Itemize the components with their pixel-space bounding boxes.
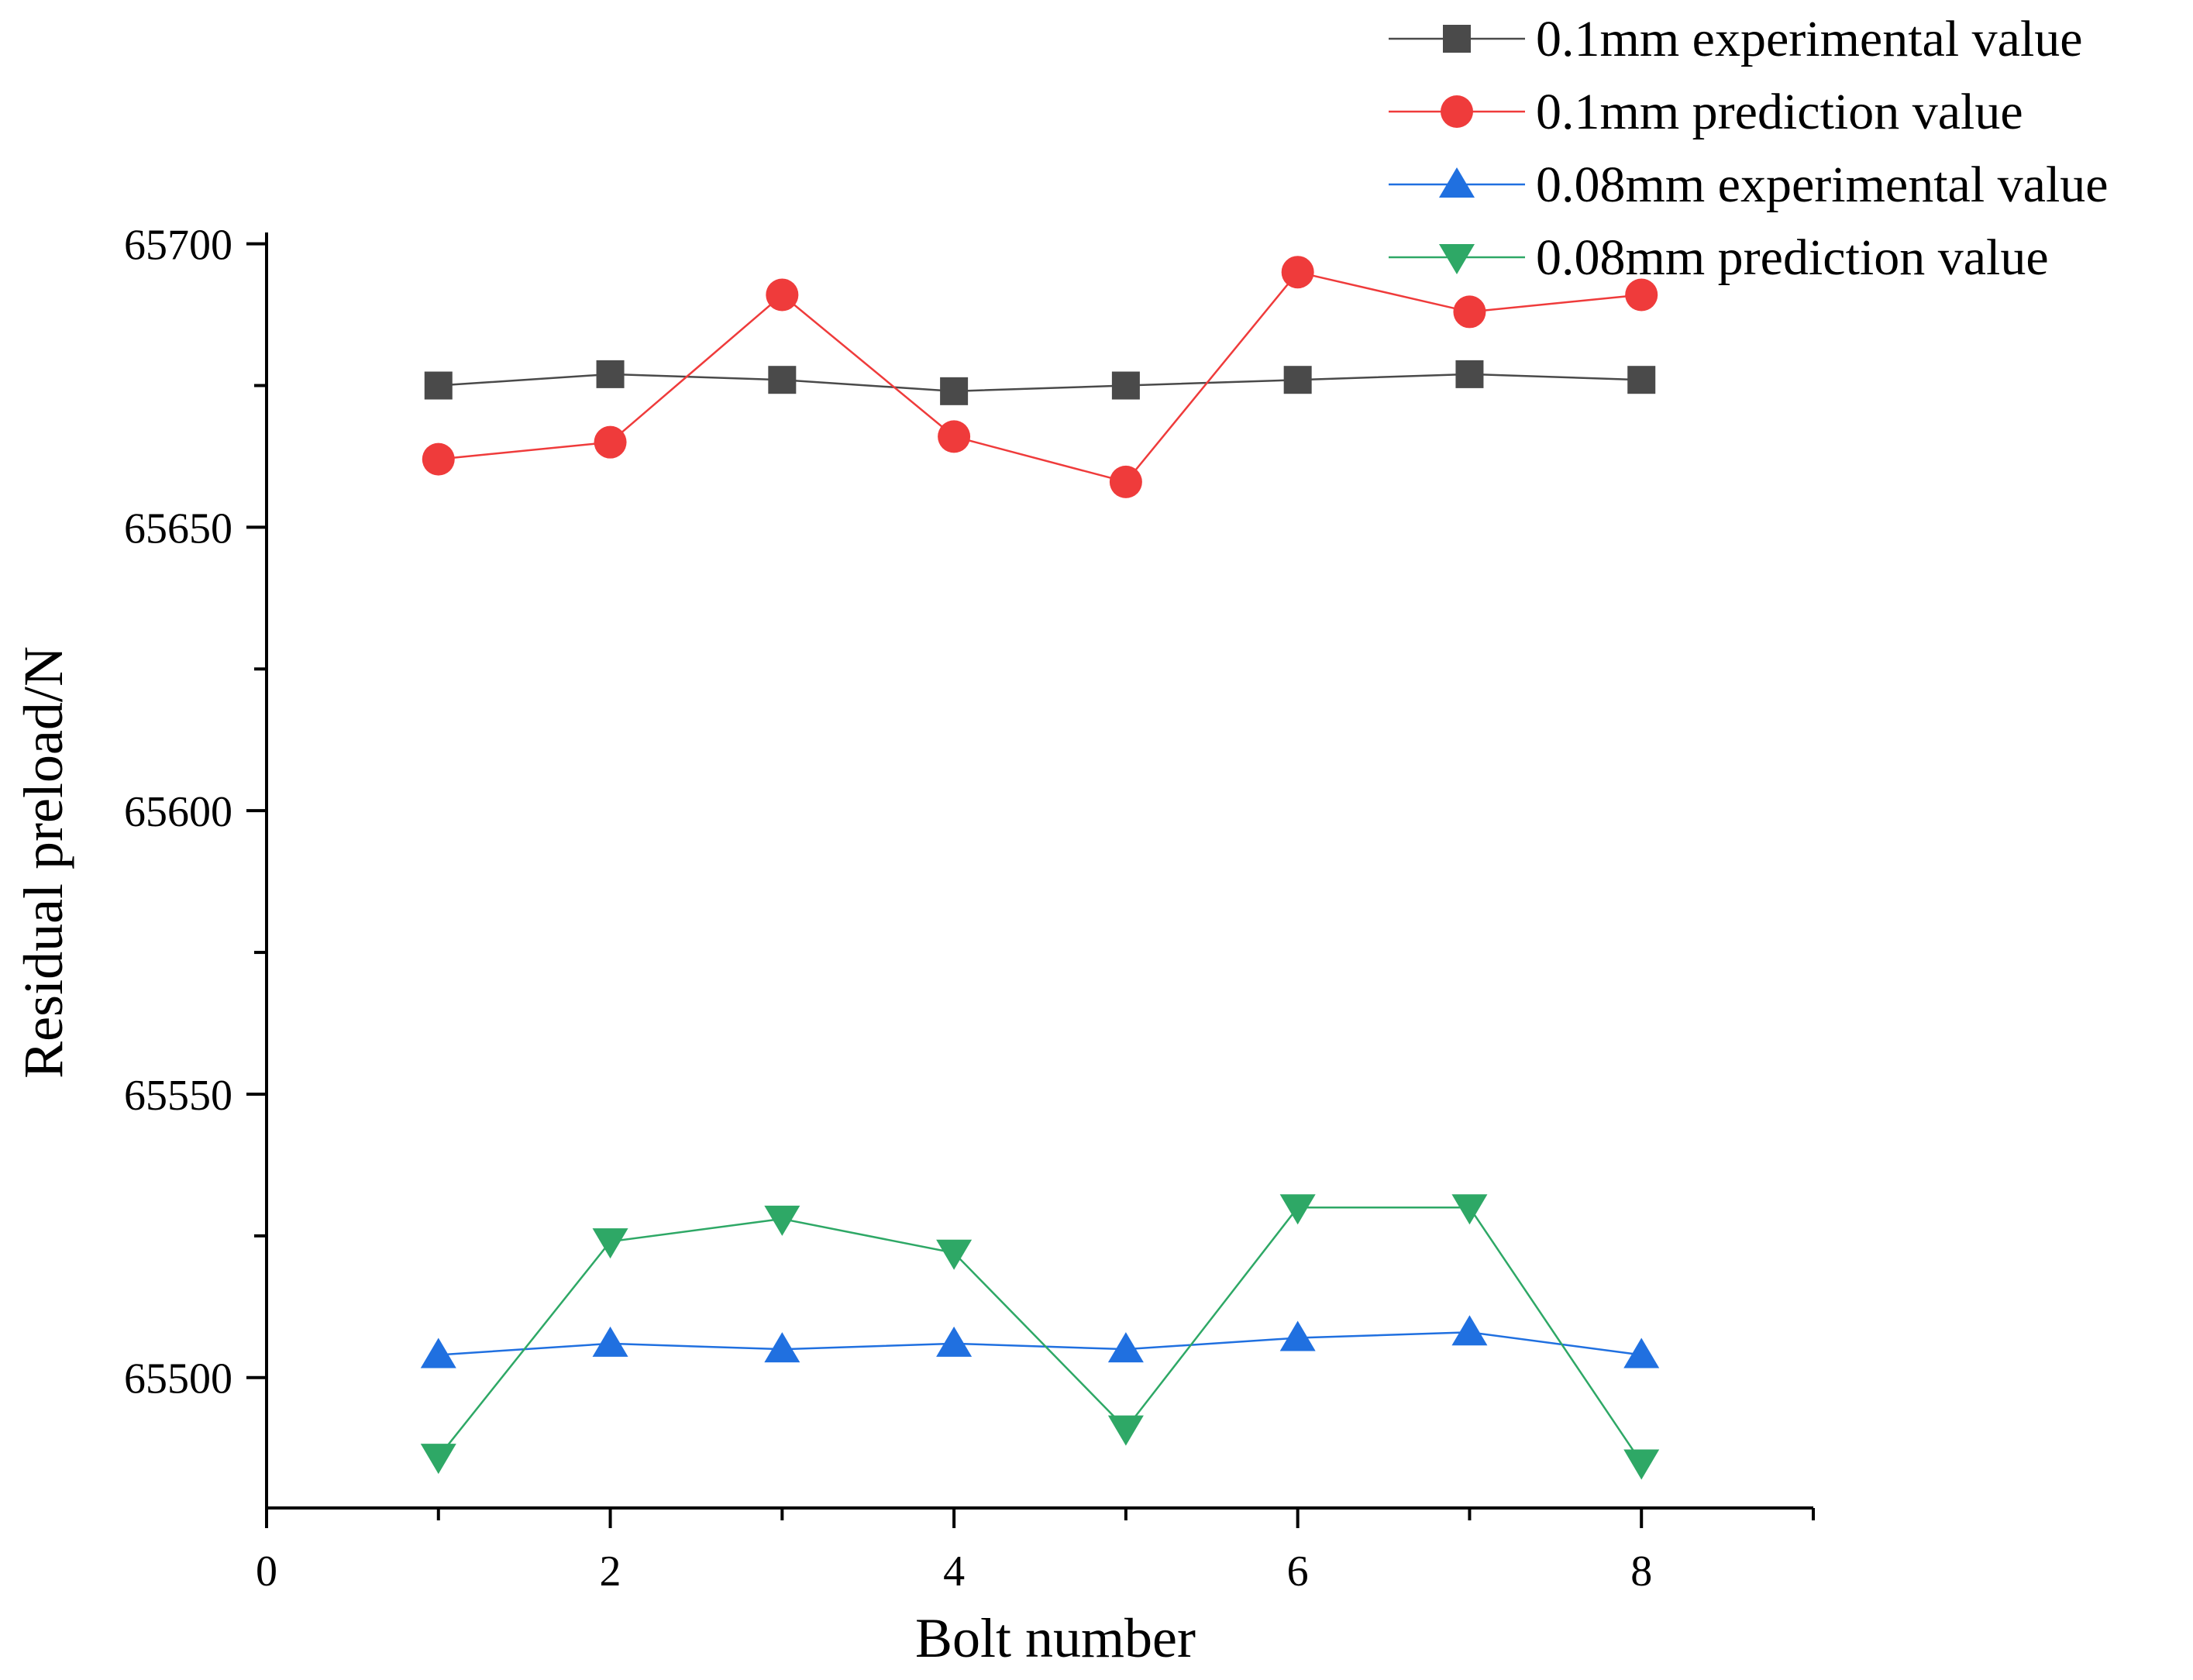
x-axis-title: Bolt number (915, 1607, 1196, 1669)
legend-item: 0.08mm prediction value (1389, 229, 2049, 286)
data-point (936, 1326, 973, 1357)
data-point (768, 366, 797, 394)
series-line (438, 373, 1642, 393)
data-point (1279, 1194, 1316, 1225)
data-point (424, 371, 453, 400)
x-tick-label: 4 (943, 1547, 965, 1596)
legend-marker (1441, 95, 1473, 128)
data-point (1109, 465, 1142, 498)
series-line (437, 1207, 1643, 1464)
data-point (764, 1332, 800, 1363)
series-3 (420, 1315, 1660, 1368)
data-point (1627, 366, 1656, 394)
series-4 (420, 1194, 1660, 1480)
legend-label: 0.08mm experimental value (1536, 157, 2109, 213)
y-axis-title: Residual preload/N (12, 646, 74, 1079)
data-point (1623, 1337, 1660, 1368)
data-point (1623, 1449, 1660, 1480)
data-point (1111, 371, 1140, 400)
data-point (592, 1228, 628, 1259)
data-point (940, 377, 969, 405)
data-point (766, 278, 799, 312)
series-1 (424, 360, 1656, 405)
x-tick-label: 6 (1287, 1547, 1309, 1596)
series-line (438, 1331, 1642, 1356)
data-point (1107, 1332, 1144, 1363)
y-tick-label: 65700 (124, 222, 232, 270)
data-point (420, 1337, 456, 1368)
data-point (1279, 1320, 1316, 1351)
data-point (936, 1239, 973, 1270)
data-point (938, 420, 971, 453)
x-tick-label: 0 (256, 1547, 277, 1596)
legend-marker (1439, 167, 1475, 198)
legend-label: 0.1mm experimental value (1536, 11, 2083, 67)
y-tick-label: 65500 (124, 1355, 232, 1403)
series-line (438, 270, 1642, 484)
legend: 0.1mm experimental value 0.1mm prediction… (1389, 11, 2109, 286)
y-tick-label: 65550 (124, 1072, 232, 1120)
legend-label: 0.1mm prediction value (1536, 84, 2023, 140)
data-point (420, 1444, 456, 1475)
data-point (1283, 366, 1312, 394)
series-layer (420, 256, 1660, 1480)
data-point (1281, 256, 1314, 289)
y-tick-label: 65650 (124, 504, 232, 553)
legend-item: 0.1mm prediction value (1389, 84, 2023, 140)
data-point (592, 1326, 628, 1357)
x-tick-label: 8 (1630, 1547, 1652, 1596)
legend-label: 0.08mm prediction value (1536, 229, 2049, 286)
data-point (1453, 295, 1486, 329)
x-tick-label: 2 (600, 1547, 621, 1596)
legend-item: 0.08mm experimental value (1389, 157, 2109, 213)
data-point (1625, 278, 1658, 312)
legend-marker (1439, 244, 1475, 274)
data-point (422, 442, 455, 476)
data-point (1451, 1315, 1488, 1346)
data-point (1107, 1415, 1144, 1446)
data-point (764, 1205, 800, 1236)
axes-layer: 0 2 4 6 8 65500 65550 65600 65650 65700 Bolt numbe… (12, 222, 1815, 1669)
legend-item: 0.1mm experimental value (1389, 11, 2083, 67)
data-point (1455, 360, 1484, 388)
y-tick-label: 65600 (124, 788, 232, 836)
legend-marker (1443, 25, 1471, 53)
data-point (594, 425, 627, 459)
data-point (1451, 1194, 1488, 1225)
data-point (596, 360, 625, 388)
series-2 (422, 256, 1658, 498)
